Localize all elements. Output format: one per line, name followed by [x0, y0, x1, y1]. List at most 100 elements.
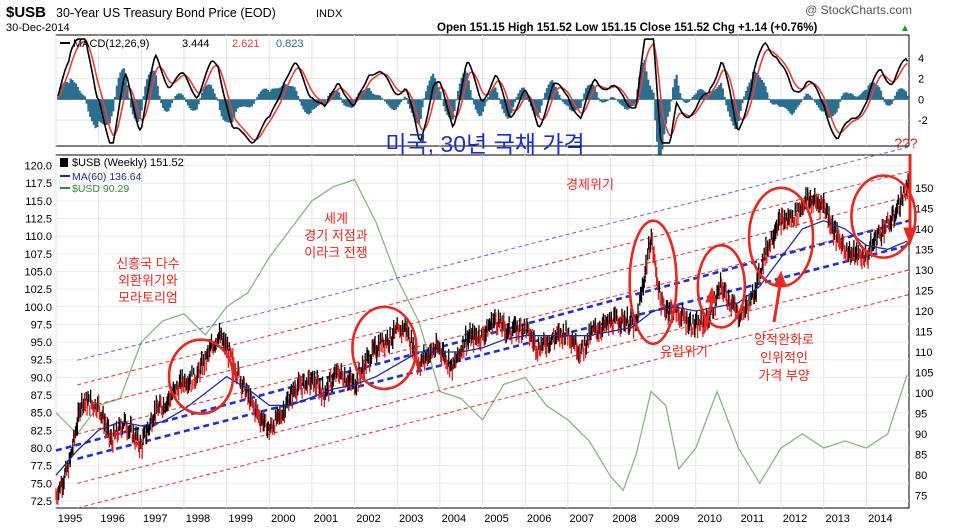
- macd-hist-bar: [412, 99, 415, 117]
- annotation-qe: 양적완화로 인위적인 가격 부양: [754, 332, 814, 383]
- macd-legend-label: MACD(12,26,9): [73, 38, 149, 50]
- macd-hist-bar: [803, 96, 806, 100]
- annotation-line: 모라토리엄: [118, 290, 178, 305]
- macd-hist-bar: [512, 99, 515, 108]
- macd-hist-bar: [773, 99, 776, 105]
- macd-hist-bar: [554, 87, 557, 100]
- macd-hist-bar: [453, 99, 456, 111]
- macd-hist-bar: [814, 99, 817, 103]
- legend-usb-label: $USB (Weekly) 151.52: [72, 157, 184, 169]
- macd-hist-bar: [209, 85, 213, 100]
- macd-hist-bar: [149, 71, 152, 100]
- macd-hist-bar: [700, 89, 703, 100]
- macd-hist-bar: [725, 99, 728, 106]
- macd-hist-bar: [124, 73, 127, 100]
- macd-hist-bar: [188, 99, 191, 109]
- annotation-line: 세계: [324, 211, 348, 226]
- macd-hist-bar: [540, 99, 543, 106]
- macd-hist-bar: [883, 99, 886, 103]
- macd-hist-bar: [618, 99, 621, 104]
- macd-hist-bar: [851, 94, 854, 100]
- macd-hist-bar: [647, 79, 650, 100]
- macd-hist-bar: [817, 99, 820, 108]
- macd-hist-bar: [847, 93, 851, 100]
- macd-hist-bar: [606, 99, 609, 102]
- macd-hist-bar: [599, 99, 602, 102]
- right-axis-tick-label: 90: [915, 429, 927, 441]
- macd-hist-bar: [334, 90, 337, 100]
- macd-hist-bar: [695, 93, 698, 100]
- macd-value-2: 2.621: [232, 38, 260, 50]
- macd-hist-bar: [522, 87, 525, 100]
- macd-hist-bar: [693, 95, 696, 100]
- macd-hist-bar: [824, 99, 828, 116]
- macd-hist-bar: [78, 90, 81, 100]
- macd-axis-tick-label: -2: [918, 115, 928, 127]
- macd-line: [57, 38, 909, 144]
- macd-hist-bar: [487, 96, 490, 100]
- macd-hist-bar: [656, 99, 659, 142]
- macd-hist-bar: [245, 99, 248, 107]
- x-axis-tick-label: 2012: [783, 513, 807, 525]
- macd-hist-bar: [719, 82, 723, 100]
- macd-hist-bar: [375, 94, 378, 100]
- macd-hist-bar: [906, 96, 909, 100]
- macd-hist-bar: [812, 99, 815, 101]
- macd-hist-bar: [282, 82, 286, 100]
- macd-hist-bar: [400, 99, 403, 103]
- macd-hist-bar: [293, 87, 296, 100]
- macd-hist-bar: [140, 99, 143, 111]
- macd-hist-bar: [256, 96, 259, 100]
- macd-hist-bar: [558, 94, 561, 100]
- macd-hist-bar: [712, 90, 716, 100]
- macd-hist-bar: [778, 99, 781, 107]
- macd-hist-bar: [371, 93, 374, 100]
- right-axis-ticks: 150 145 140 135 130 125 120 115 110 105 100 95 90 85 8…: [915, 183, 933, 503]
- macd-hist-bar: [536, 99, 540, 118]
- macd-hist-bar: [298, 99, 302, 102]
- macd-hist-bar: [776, 99, 780, 106]
- macd-hist-bar: [211, 88, 214, 100]
- macd-hist-bar: [160, 99, 163, 104]
- price-panel: 120.0 117.5 115.0 112.5 110.0 107.5 105.0 102.5…: [24, 131, 933, 525]
- chart-date: 30-Dec-2014: [6, 22, 70, 34]
- macd-hist-bar: [313, 99, 316, 109]
- macd-hist-bar: [366, 88, 369, 100]
- macd-hist-bar: [295, 90, 298, 100]
- macd-hist-bar: [229, 99, 232, 123]
- macd-hist-bar: [119, 72, 122, 100]
- macd-hist-bar: [863, 90, 867, 100]
- macd-hist-bar: [789, 99, 792, 114]
- macd-hist-bar: [281, 86, 284, 100]
- macd-hist-bar: [241, 99, 245, 107]
- macd-hist-bar: [828, 99, 831, 118]
- x-axis-tick-label: 2009: [655, 513, 679, 525]
- macd-hist-bar: [309, 99, 312, 113]
- macd-hist-bar: [144, 86, 147, 100]
- macd-hist-bar: [236, 99, 239, 109]
- macd-hist-bar: [551, 80, 554, 100]
- macd-hist-bar: [192, 99, 195, 111]
- macd-hist-bar: [839, 99, 842, 102]
- macd-hist-bar: [723, 96, 726, 100]
- annotation-line: 가격 부양: [758, 368, 809, 383]
- macd-hist-bar: [225, 99, 229, 122]
- annotation-question: ???: [894, 135, 918, 151]
- macd-hist-bar: [846, 92, 849, 100]
- macd-hist-bar: [302, 99, 305, 110]
- x-axis-tick-label: 2003: [399, 513, 423, 525]
- macd-hist-bar: [645, 71, 648, 100]
- macd-hist-bar: [561, 99, 565, 102]
- macd-hist-bar: [359, 91, 362, 100]
- macd-hist-bar: [455, 99, 458, 101]
- macd-hist-bar: [849, 93, 852, 100]
- macd-hist-bar: [613, 97, 616, 100]
- left-axis-tick-label: 90.0: [31, 372, 52, 384]
- usb-price-bars: [55, 173, 909, 505]
- macd-hist-bar: [672, 87, 675, 100]
- macd-hist-bar: [208, 84, 211, 100]
- x-axis-tick-label: 2011: [741, 513, 765, 525]
- left-axis-tick-label: 75.0: [31, 478, 52, 490]
- macd-hist-bar: [821, 99, 824, 112]
- macd-hist-bar: [844, 92, 847, 100]
